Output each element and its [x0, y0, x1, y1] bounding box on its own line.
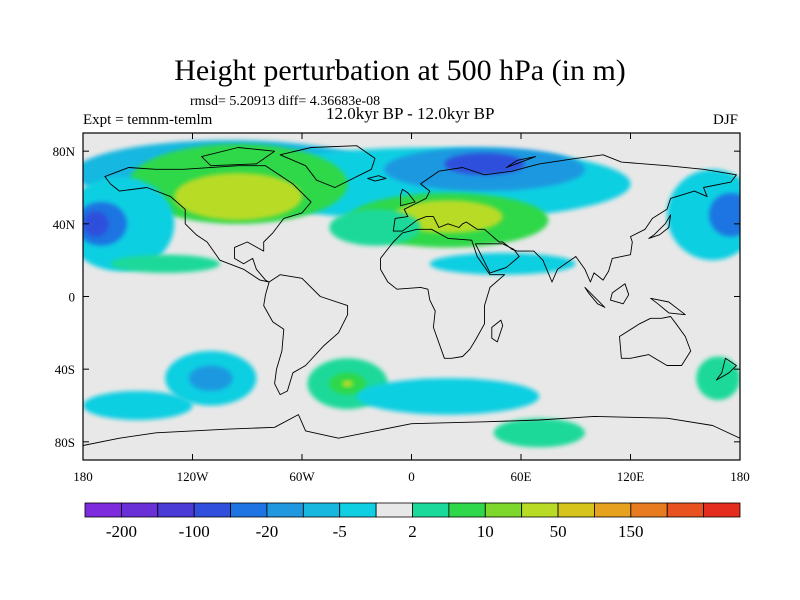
colorbar-label: 150 [618, 522, 644, 541]
colorbar-swatch [484, 502, 523, 518]
lat-tick-label: 80S [55, 435, 75, 450]
coastline-antarctica [83, 414, 740, 460]
colorbar-swatch [375, 502, 413, 518]
colorbar-swatch [594, 502, 632, 518]
lat-tick-label: 40S [55, 362, 75, 377]
colorbar-swatch [557, 502, 595, 518]
lon-tick-label: 60W [289, 469, 315, 484]
lon-tick-label: 120E [617, 469, 645, 484]
colorbar-label: 10 [477, 522, 494, 541]
lat-tick-label: 80N [53, 144, 76, 159]
coastline-svalbard-novaya [505, 156, 537, 168]
colorbar-swatch [339, 502, 377, 518]
colorbar-swatch [630, 502, 668, 518]
field-southern-ocean-light [356, 378, 540, 415]
field-north-africa-green [110, 254, 220, 273]
field-east-pacific-low [709, 193, 740, 237]
coastline-borneo [609, 283, 630, 305]
coastline-new-guinea [650, 297, 686, 316]
contour-fields [83, 140, 740, 448]
colorbar-swatch [703, 502, 741, 518]
field-north-africa-light [429, 252, 576, 275]
field-south-pacific-west [83, 391, 193, 420]
colorbar-swatch [193, 502, 231, 518]
colorbar-swatch [302, 502, 341, 518]
coastline-british-isles [400, 188, 416, 207]
coastline-japan [648, 214, 672, 239]
lon-tick-label: 180 [73, 469, 93, 484]
colorbar-label: -5 [333, 522, 347, 541]
map-axes: 180 120W 60W 0 60E 120E 180 80N 40N 0 40S 80S [53, 133, 750, 484]
colorbar-label: 50 [550, 522, 567, 541]
coastline-australia [619, 316, 692, 366]
field-europe-lime [393, 200, 503, 234]
coastline-south-america [263, 274, 349, 396]
coastlines [83, 145, 740, 460]
colorbar-label: -100 [179, 522, 210, 541]
colorbar-label: 2 [408, 522, 417, 541]
field-antarctic-green [493, 418, 585, 448]
lat-tick-label: 40N [53, 217, 76, 232]
coastline-eurasia [392, 154, 737, 283]
field-north-america-lime [174, 173, 302, 221]
colorbar-swatch [266, 502, 304, 518]
lon-tick-label: 180 [730, 469, 750, 484]
lon-tick-label: 120W [177, 469, 210, 484]
field-north-pacific-core [83, 211, 109, 237]
colorbar-swatch [84, 502, 122, 518]
field-south-pacific-low [188, 365, 233, 391]
coastline-new-zealand [715, 357, 737, 381]
coastline-madagascar [491, 319, 504, 343]
coastline-iceland [367, 175, 387, 182]
field-north-pacific-light [83, 176, 175, 271]
colorbar-swatch [230, 502, 268, 518]
coastline-north-america [104, 165, 312, 283]
page-title: Height perturbation at 500 hPa (in m) [174, 54, 626, 87]
lon-tick-label: 60E [511, 469, 532, 484]
coastline-sumatra [584, 286, 606, 308]
lat-tick-label: 0 [69, 290, 76, 305]
colorbar-label: -20 [256, 522, 279, 541]
coastline-africa [380, 228, 506, 359]
season-label: DJF [713, 112, 739, 128]
lon-tick-label: 0 [408, 469, 415, 484]
colorbar-label: -200 [106, 522, 137, 541]
coastline-greenland [279, 145, 376, 188]
colorbar-swatch [666, 502, 705, 518]
field-eurasia-north-core [444, 153, 525, 175]
period-label: 12.0kyr BP - 12.0kyr BP [326, 104, 495, 123]
coastline-arabia [474, 243, 520, 274]
experiment-label: Expt = temnm-temlm [83, 112, 213, 128]
stats-subtitle: rmsd= 5.20913 diff= 4.36683e-08 [190, 94, 381, 109]
field-south-atlantic-lime [342, 380, 354, 388]
colorbar-swatch [448, 502, 486, 518]
colorbar-swatch [120, 502, 159, 518]
colorbar-swatch [412, 502, 450, 518]
field-east-pacific-light [667, 169, 740, 261]
colorbar-swatch [521, 502, 559, 518]
colorbar-swatch [157, 502, 195, 518]
coastline-canada-islands [201, 147, 276, 167]
